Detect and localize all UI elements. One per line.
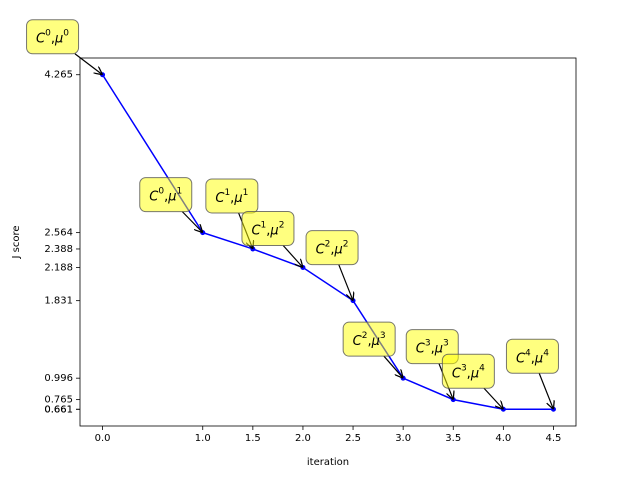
annotation: C2,μ2 (305, 230, 359, 266)
annotation-part: μ (269, 223, 278, 238)
annotation-part: , (230, 190, 234, 205)
annotation-arrow (282, 245, 303, 268)
annotation-part: , (467, 366, 471, 381)
y-tick-label: 2.564 (44, 228, 73, 239)
y-tick-label: 1.831 (44, 296, 73, 307)
annotation: C0,μ0 (26, 19, 80, 55)
annotation-label: C3,μ3 (416, 338, 449, 356)
annotation-box (305, 230, 359, 266)
annotation-part: , (51, 31, 55, 46)
y-tick-label: 2.388 (44, 244, 73, 255)
annotation-part: 4 (543, 348, 549, 358)
annotation: C4,μ4 (505, 338, 559, 374)
y-tick-label: 0.765 (44, 395, 73, 406)
annotation-part: , (431, 341, 435, 356)
annotation-label: C2,μ3 (353, 331, 386, 349)
annotation-part: μ (167, 189, 176, 204)
annotation-label: C2,μ2 (316, 239, 349, 257)
x-tick-label: 2.0 (295, 433, 311, 444)
annotation-part: 3 (443, 338, 449, 348)
annotation-part: C (416, 341, 426, 356)
annotation-part: 0 (45, 28, 51, 38)
x-axis-label: iteration (307, 457, 349, 468)
annotation-label: C3,μ4 (452, 363, 485, 381)
y-tick-label: 2.188 (44, 263, 73, 274)
y-tick-label: 0.996 (44, 373, 73, 384)
annotation-arrow (483, 387, 503, 409)
annotation-part: C (353, 334, 363, 349)
annotation-label: C0,μ0 (36, 28, 69, 46)
annotation-box (26, 19, 80, 55)
annotation-part: 1 (176, 186, 182, 196)
annotation-part: 1 (224, 187, 230, 197)
annotation-part: μ (434, 341, 443, 356)
x-tick-label: 2.5 (345, 433, 361, 444)
annotation-box (342, 321, 396, 357)
annotation-label: C4,μ4 (516, 348, 549, 366)
annotation-part: C (36, 31, 46, 46)
annotation-part: 1 (261, 220, 267, 230)
annotation-part: C (516, 351, 526, 366)
annotation-arrow (74, 53, 103, 75)
annotation-part: μ (334, 242, 343, 257)
y-tick-label: 0.661 (44, 404, 73, 415)
x-tick-label: 3.0 (395, 433, 411, 444)
annotation: C2,μ3 (342, 321, 396, 357)
annotation-part: μ (54, 31, 63, 46)
annotation-arrow (538, 373, 553, 409)
annotation-part: μ (470, 366, 479, 381)
annotation-part: 2 (325, 239, 331, 249)
x-tick-label: 3.5 (445, 433, 461, 444)
annotation-part: 0 (158, 186, 164, 196)
annotation-part: C (215, 190, 225, 205)
x-tick-label: 1.0 (195, 433, 211, 444)
x-tick-label: 4.5 (546, 433, 562, 444)
y-tick-label: 4.265 (44, 70, 73, 81)
annotation-part: 0 (63, 28, 69, 38)
annotation-part: , (266, 223, 270, 238)
annotation-part: C (452, 366, 462, 381)
annotation: C0,μ1 (139, 177, 193, 213)
annotation-part: μ (371, 334, 380, 349)
annotation: C1,μ1 (205, 178, 259, 214)
annotation-part: 2 (279, 220, 285, 230)
annotation-arrow (338, 264, 353, 301)
plot-frame (79, 57, 577, 427)
annotation-part: 3 (380, 331, 386, 341)
annotation-part: μ (534, 351, 543, 366)
annotation-part: , (330, 242, 334, 257)
x-tick-label: 0.0 (95, 433, 111, 444)
x-tick-label: 1.5 (245, 433, 261, 444)
annotation-part: , (531, 351, 535, 366)
annotation-part: C (149, 189, 159, 204)
annotation-part: 3 (461, 363, 467, 373)
annotation: C3,μ4 (441, 353, 495, 389)
annotation-arrow (383, 355, 403, 378)
annotation-part: 4 (525, 348, 531, 358)
annotation-part: μ (233, 190, 242, 205)
annotation-part: , (164, 189, 168, 204)
annotation-part: , (367, 334, 371, 349)
annotation-part: 2 (343, 239, 349, 249)
annotation-label: C1,μ2 (251, 220, 284, 238)
y-tick-label: 0.661 (44, 404, 73, 415)
annotation-box (139, 177, 193, 213)
annotation-arrow (181, 211, 202, 233)
annotation-box (205, 178, 259, 214)
annotation-part: C (251, 223, 261, 238)
annotation: C1,μ2 (241, 211, 295, 247)
annotation-label: C0,μ1 (149, 186, 182, 204)
y-axis-label: J score (11, 226, 22, 260)
annotation-part: 2 (362, 331, 368, 341)
annotation-part: 1 (243, 187, 249, 197)
annotation-box (505, 338, 559, 374)
annotation-label: C1,μ1 (215, 187, 248, 205)
annotation-box (441, 353, 495, 389)
annotation-part: 4 (479, 363, 485, 373)
annotation-box (241, 211, 295, 247)
x-tick-label: 4.0 (495, 433, 511, 444)
annotation-part: C (316, 242, 326, 257)
annotation-part: 3 (425, 338, 431, 348)
